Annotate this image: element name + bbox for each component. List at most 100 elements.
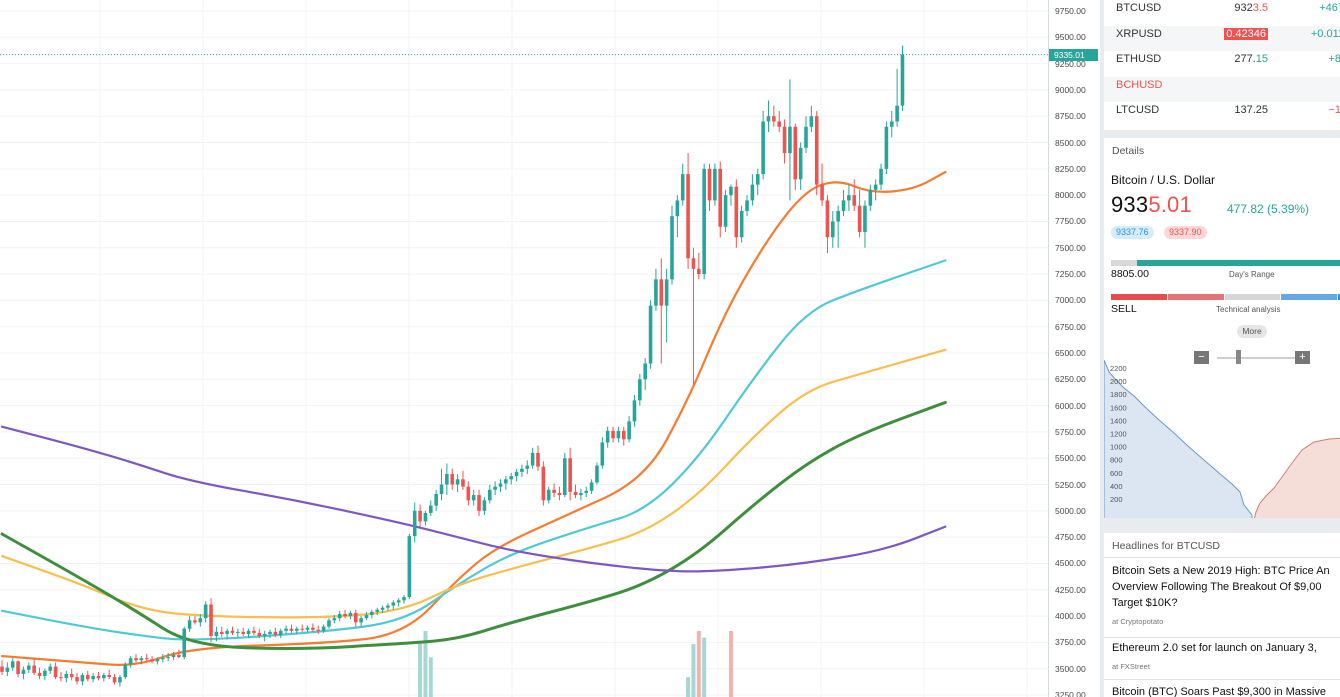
- candle: [504, 476, 508, 490]
- volume-bar: [423, 631, 428, 697]
- candle: [863, 200, 867, 248]
- price-axis[interactable]: 9750.00 9500.00 9250.00 9000.00 8750.00 8500.…: [1048, 0, 1098, 697]
- ta-segment-sell: [1168, 294, 1224, 300]
- candle-body: [546, 489, 551, 501]
- candle-body: [5, 667, 10, 672]
- candle: [831, 210, 835, 248]
- candle-body: [429, 505, 433, 513]
- candle: [445, 463, 449, 496]
- day-range-low: 8805.00: [1111, 268, 1149, 280]
- watchlist-change: +0.011: [1310, 27, 1340, 40]
- candle: [273, 627, 278, 638]
- candle: [530, 447, 535, 469]
- price-tick-label: 9750.00: [1055, 6, 1086, 16]
- candle-body: [643, 363, 647, 380]
- candle-body: [144, 658, 149, 660]
- watchlist-row-btcusd[interactable]: BTCUSD 9323.5 +467: [1104, 0, 1340, 26]
- volume-bar: [418, 640, 423, 697]
- candlestick-chart[interactable]: [0, 0, 1048, 697]
- candle: [327, 618, 331, 629]
- candle: [675, 195, 680, 238]
- candle: [466, 481, 471, 506]
- candle: [809, 105, 814, 133]
- candle-body: [262, 633, 267, 637]
- zoom-out-button[interactable]: −: [1194, 351, 1209, 364]
- candle-body: [311, 627, 315, 630]
- candle: [643, 358, 647, 390]
- candle-body: [863, 205, 867, 232]
- candle-body: [638, 379, 642, 401]
- candle: [144, 653, 149, 662]
- candle: [407, 533, 412, 600]
- candle: [219, 626, 224, 638]
- zoom-slider-handle[interactable]: [1236, 350, 1241, 364]
- candle: [150, 656, 154, 664]
- candle: [836, 205, 840, 248]
- divider: [1104, 637, 1340, 638]
- watchlist-row-xrpusd[interactable]: XRPUSD 0.42346 +0.011: [1104, 25, 1340, 51]
- candle-body: [697, 268, 701, 275]
- candle: [820, 163, 824, 206]
- depth-bids-area: [1104, 360, 1253, 518]
- volume-bar: [702, 637, 707, 697]
- candle-body: [155, 659, 160, 662]
- price-tick-label: 5000.00: [1055, 505, 1086, 516]
- candle: [879, 163, 883, 190]
- candle: [5, 662, 10, 677]
- candle: [128, 656, 133, 668]
- candle: [777, 110, 781, 133]
- headline-item[interactable]: Ethereum 2.0 set for launch on January 3…: [1112, 640, 1340, 671]
- candle-body: [150, 659, 154, 662]
- candle: [772, 105, 776, 127]
- candle: [798, 142, 803, 190]
- price-tick-label: 7500.00: [1055, 242, 1086, 253]
- candles: [0, 45, 905, 687]
- candle-body: [102, 675, 106, 679]
- candle: [788, 79, 792, 201]
- watchlist-row-bchusd[interactable]: BCHUSD: [1104, 76, 1340, 102]
- candle: [16, 660, 20, 678]
- headline-item[interactable]: Bitcoin (BTC) Soars Past $9,300 in Massi…: [1112, 684, 1340, 697]
- zoom-slider-track[interactable]: [1217, 357, 1297, 359]
- candle-body: [836, 210, 840, 222]
- candle-body: [375, 609, 379, 612]
- candle: [616, 426, 621, 443]
- candle: [161, 653, 165, 663]
- candle-body: [616, 430, 621, 439]
- candle: [64, 670, 69, 683]
- market-depth-chart[interactable]: 2200 2000 1800 1600 1400 1200 1000 800 600 400 200…: [1104, 360, 1340, 518]
- candle-body: [659, 279, 664, 306]
- chart-pane[interactable]: [0, 0, 1048, 697]
- watchlist-row-ltcusd[interactable]: LTCUSD 137.25 −1.: [1104, 102, 1340, 128]
- candle: [332, 615, 337, 624]
- headline-item[interactable]: Bitcoin Sets a New 2019 High: BTC Price …: [1112, 563, 1340, 626]
- candle-body: [284, 628, 288, 631]
- volume-bar: [691, 644, 696, 697]
- candle-body: [750, 184, 755, 201]
- candle-body: [804, 126, 808, 148]
- depth-y-tick: 2200: [1110, 364, 1127, 373]
- candle: [825, 195, 830, 254]
- zoom-in-button[interactable]: +: [1295, 351, 1310, 364]
- price-tick-label: 8250.00: [1055, 163, 1086, 174]
- more-button[interactable]: More: [1237, 325, 1267, 338]
- price-tick-label: 7250.00: [1055, 269, 1086, 280]
- candle: [493, 481, 497, 496]
- candle-body: [873, 184, 878, 190]
- candle: [177, 649, 181, 659]
- candle-body: [64, 673, 69, 679]
- candle: [841, 189, 846, 217]
- candle: [257, 628, 262, 639]
- candle-body: [134, 658, 138, 661]
- candle: [761, 110, 765, 180]
- depth-y-ticks: 2200 2000 1800 1600 1400 1200 1000 800 600 400 200: [1110, 364, 1127, 504]
- candle: [755, 168, 760, 196]
- candle-body: [305, 627, 310, 630]
- candle: [632, 395, 637, 427]
- candle: [455, 474, 460, 492]
- candle: [225, 628, 229, 640]
- candle: [857, 189, 862, 238]
- candle: [278, 628, 283, 639]
- watchlist-row-ethusd[interactable]: ETHUSD 277.15 +8.: [1104, 51, 1340, 77]
- price-tick-label: 5750.00: [1055, 426, 1086, 437]
